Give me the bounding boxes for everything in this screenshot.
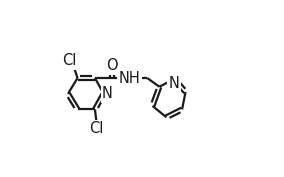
Text: NH: NH [119, 71, 141, 85]
Text: Cl: Cl [89, 121, 104, 136]
Text: Cl: Cl [62, 53, 76, 68]
Text: O: O [106, 58, 118, 73]
Text: N: N [102, 86, 113, 101]
Text: N: N [169, 76, 180, 91]
